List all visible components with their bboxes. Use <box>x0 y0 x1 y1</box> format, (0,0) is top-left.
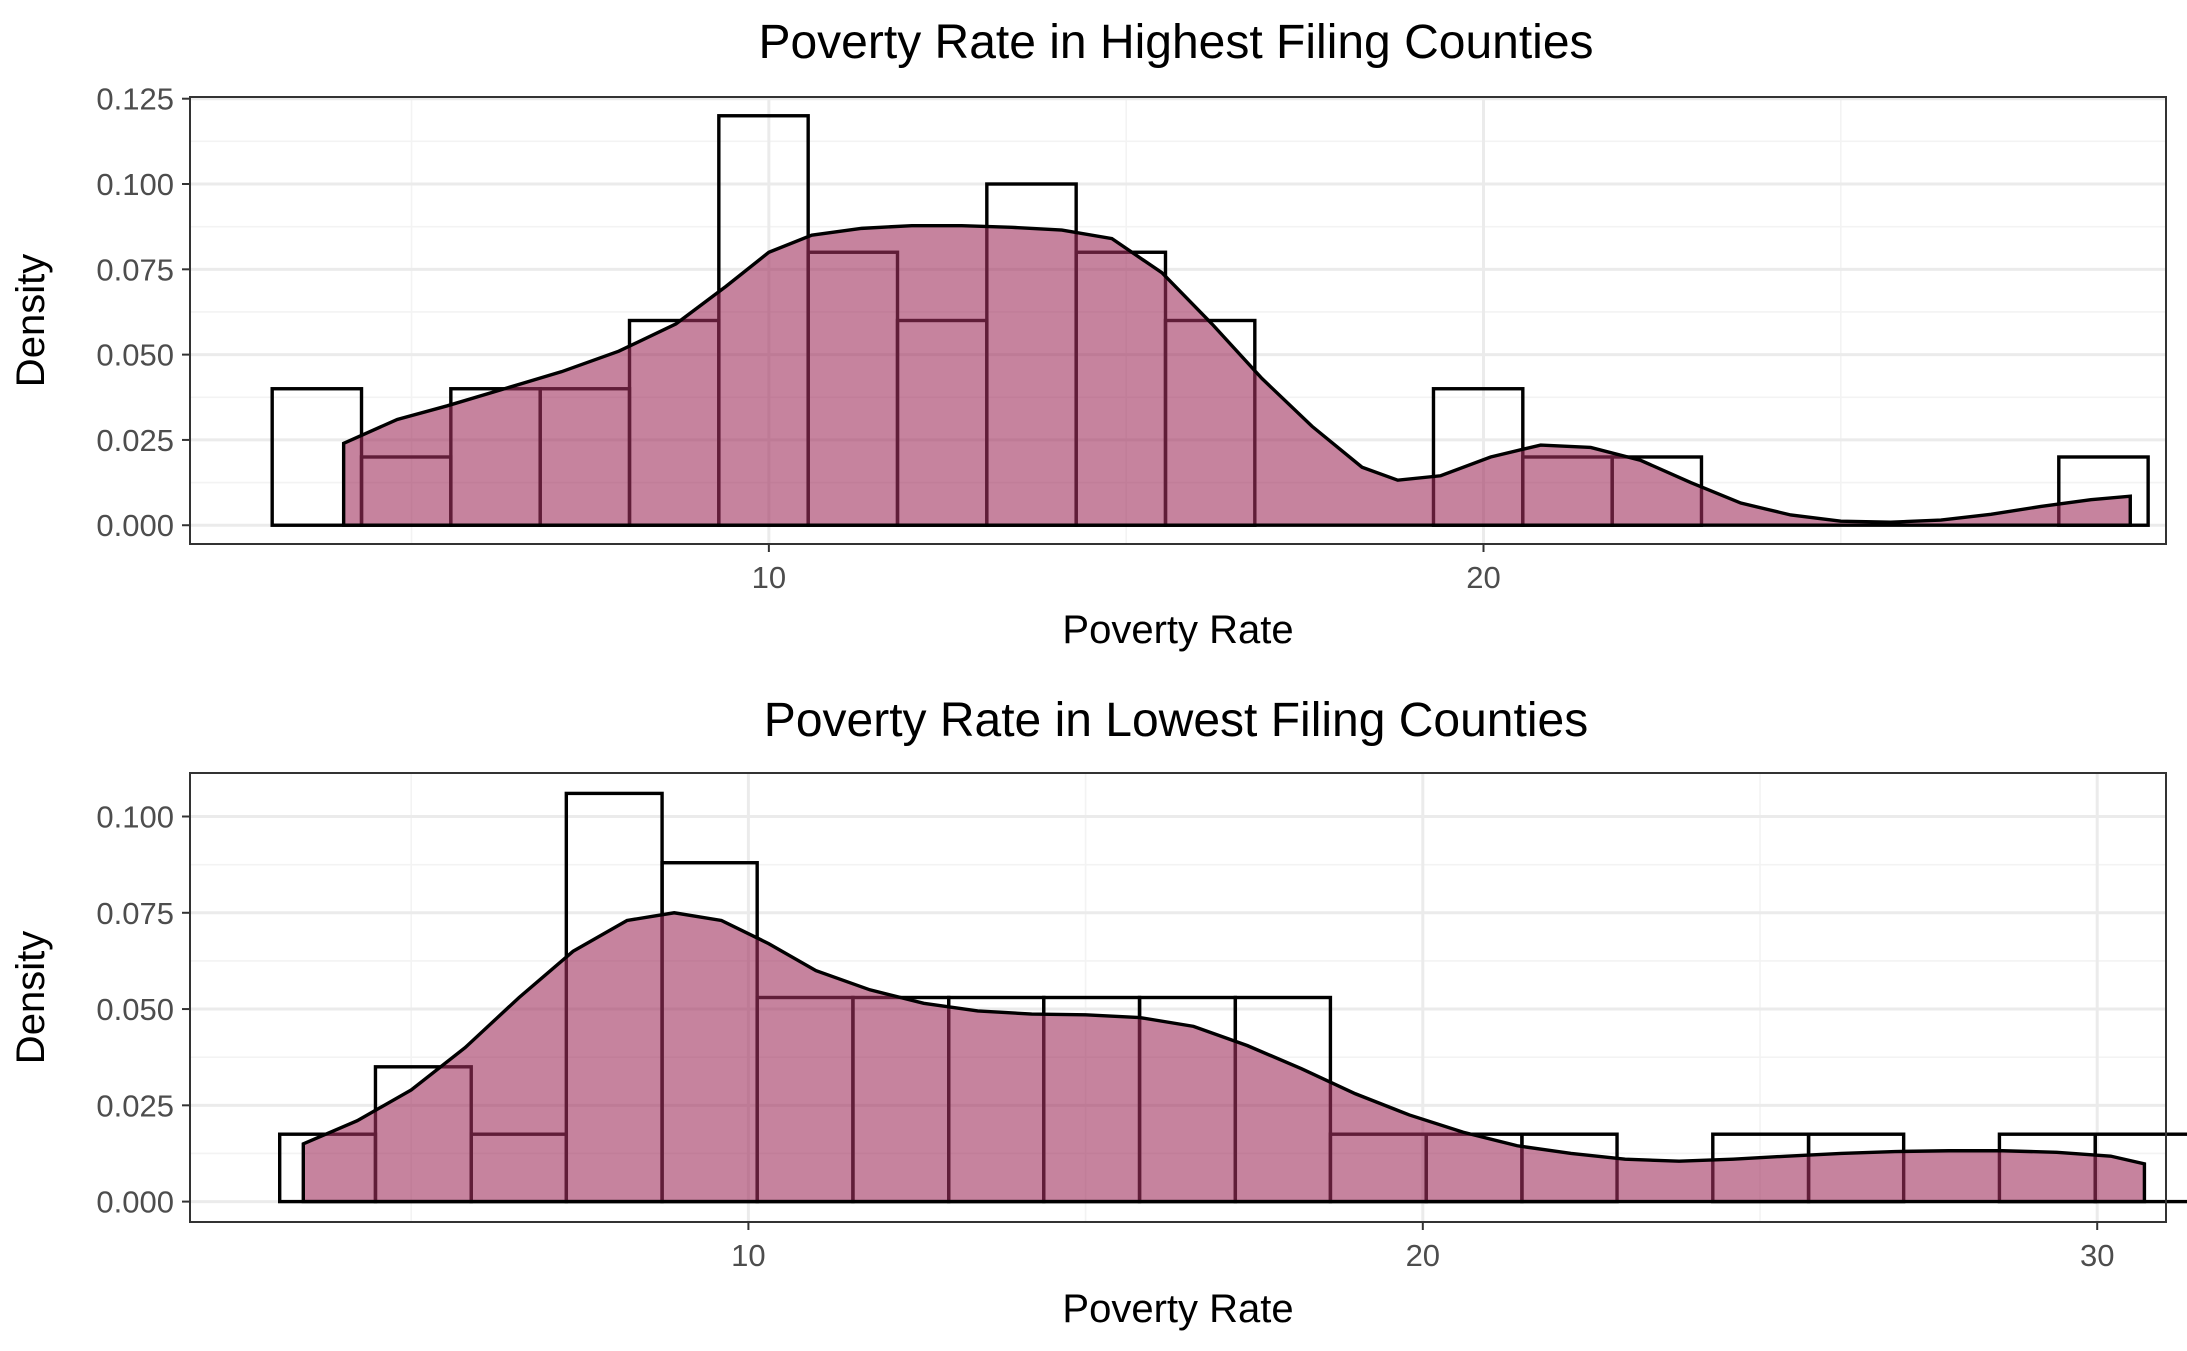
density-curve <box>301 911 2147 1204</box>
y-tick-label: 0.000 <box>96 508 174 543</box>
x-tick-label: 10 <box>731 1238 765 1273</box>
y-tick-label: 0.075 <box>96 252 174 287</box>
y-tick-label: 0.025 <box>96 1088 174 1123</box>
panel-border <box>189 96 2167 545</box>
y-tick-label: 0.000 <box>96 1185 174 1220</box>
chart-title: Poverty Rate in Lowest Filing Counties <box>764 694 1588 747</box>
x-axis-label: Poverty Rate <box>1062 608 1293 652</box>
chart-title: Poverty Rate in Highest Filing Counties <box>758 16 1593 69</box>
y-tick-label: 0.125 <box>96 82 174 117</box>
x-tick-label: 10 <box>752 560 786 595</box>
x-tick-label: 20 <box>1406 1238 1440 1273</box>
y-tick-label: 0.050 <box>96 338 174 373</box>
x-tick-label: 20 <box>1466 560 1500 595</box>
y-tick-label: 0.075 <box>96 896 174 931</box>
x-tick-label: 30 <box>2080 1238 2114 1273</box>
y-tick-label: 0.050 <box>96 992 174 1027</box>
y-axis-label: Density <box>9 254 53 387</box>
y-tick-label: 0.100 <box>96 800 174 835</box>
y-axis-label: Density <box>9 931 53 1064</box>
panel-border <box>189 772 2167 1223</box>
chart-panel-1: 0.000 0.025 0.050 0.075 0.100 0.125 10 20 Povert… <box>9 16 2167 652</box>
y-tick-label: 0.025 <box>96 423 174 458</box>
y-tick-label: 0.100 <box>96 167 174 202</box>
x-axis-label: Poverty Rate <box>1062 1287 1293 1331</box>
density-curve <box>341 223 2132 527</box>
chart-panel-2: 0.000 0.025 0.050 0.075 0.100 10 20 30 Poverty R… <box>9 694 2187 1331</box>
